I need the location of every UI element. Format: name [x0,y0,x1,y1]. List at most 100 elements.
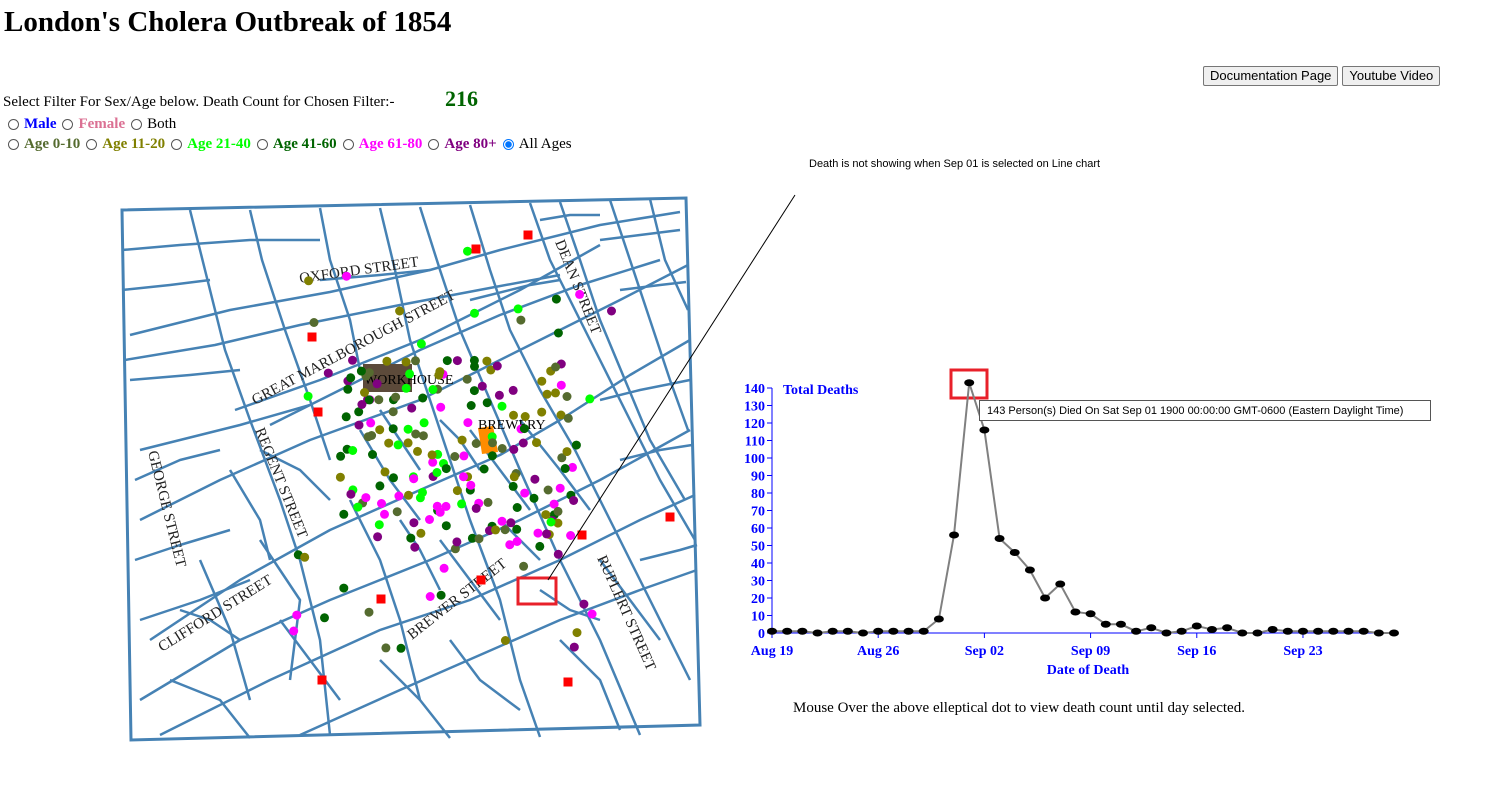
death-marker[interactable] [441,521,451,531]
death-marker[interactable] [482,356,492,366]
death-marker[interactable] [500,636,510,645]
death-marker[interactable] [341,412,351,422]
death-marker[interactable] [488,438,497,448]
death-marker[interactable] [512,524,522,534]
death-marker[interactable] [416,528,426,538]
death-marker[interactable] [342,271,351,281]
death-marker[interactable] [479,464,489,474]
death-marker[interactable] [419,418,429,428]
death-marker[interactable] [346,373,356,383]
death-marker[interactable] [543,485,553,495]
death-marker[interactable] [372,379,382,389]
death-marker[interactable] [457,499,467,509]
death-marker[interactable] [382,356,392,366]
documentation-button[interactable]: Documentation Page [1203,66,1339,86]
death-marker[interactable] [441,464,451,474]
death-marker[interactable] [356,366,366,376]
death-marker[interactable] [289,626,299,636]
death-marker[interactable] [497,401,507,411]
death-marker[interactable] [428,385,438,394]
death-marker[interactable] [571,440,581,450]
age-option-age-21-40[interactable]: Age 21-40 [171,136,251,153]
death-marker[interactable] [452,356,462,366]
death-marker[interactable] [339,583,349,593]
death-marker[interactable] [463,246,472,256]
radio-button[interactable] [8,119,19,130]
age-option-all-ages[interactable]: All Ages [502,136,572,153]
death-marker[interactable] [505,540,515,550]
death-marker[interactable] [375,425,385,435]
death-marker[interactable] [519,424,529,434]
youtube-button[interactable]: Youtube Video [1342,66,1441,86]
death-marker[interactable] [373,532,383,542]
death-marker[interactable] [469,386,479,396]
death-marker[interactable] [553,549,563,559]
sex-option-both[interactable]: Both [131,116,176,133]
death-marker[interactable] [563,413,573,423]
death-marker[interactable] [491,525,500,535]
death-marker[interactable] [551,294,561,304]
death-marker[interactable] [323,368,333,378]
death-marker[interactable] [384,438,394,448]
death-marker[interactable] [474,534,484,544]
death-marker[interactable] [428,457,438,467]
death-marker[interactable] [401,383,411,393]
death-marker[interactable] [413,446,422,456]
death-marker[interactable] [452,537,462,547]
radio-button[interactable] [8,139,19,150]
death-marker[interactable] [575,289,585,299]
death-marker[interactable] [469,355,479,365]
death-marker[interactable] [553,518,563,528]
death-marker[interactable] [487,451,497,461]
age-option-age-41-60[interactable]: Age 41-60 [256,136,337,153]
death-marker[interactable] [381,643,391,653]
death-marker[interactable] [520,488,530,498]
age-option-age-0-10[interactable]: Age 0-10 [8,136,80,153]
death-marker[interactable] [418,431,428,441]
death-marker[interactable] [509,410,518,420]
death-marker[interactable] [562,392,572,401]
death-marker[interactable] [553,506,563,516]
death-marker[interactable] [587,609,597,619]
death-marker[interactable] [466,401,476,410]
radio-button[interactable] [86,139,98,150]
death-marker[interactable] [566,531,576,540]
radio-button[interactable] [342,139,354,150]
death-marker[interactable] [516,315,526,325]
death-marker[interactable] [374,520,384,530]
death-marker[interactable] [348,355,357,365]
death-marker[interactable] [394,491,404,501]
death-marker[interactable] [542,529,552,539]
death-marker[interactable] [434,370,444,380]
death-marker[interactable] [500,525,510,535]
death-marker[interactable] [411,429,421,439]
death-marker[interactable] [403,438,413,448]
death-marker[interactable] [466,480,476,490]
death-marker[interactable] [450,452,460,461]
radio-button[interactable] [62,119,74,130]
death-marker[interactable] [409,474,419,484]
death-marker[interactable] [427,450,437,460]
death-marker[interactable] [357,400,367,409]
death-marker[interactable] [442,356,452,366]
age-option-age-80-[interactable]: Age 80+ [428,136,497,153]
death-marker[interactable] [364,395,374,405]
death-marker[interactable] [549,499,559,509]
death-marker[interactable] [380,509,389,519]
death-marker[interactable] [304,276,314,286]
death-marker[interactable] [401,357,411,367]
death-marker[interactable] [395,306,405,316]
death-marker[interactable] [450,544,460,554]
death-marker[interactable] [508,481,518,491]
death-marker[interactable] [368,450,377,459]
water-pump-marker[interactable] [313,407,323,417]
death-marker[interactable] [607,306,616,316]
death-marker[interactable] [425,592,435,601]
death-marker[interactable] [463,418,473,428]
death-marker[interactable] [486,365,496,375]
death-marker[interactable] [470,308,479,318]
death-marker[interactable] [459,451,469,461]
death-marker[interactable] [494,390,504,400]
death-marker[interactable] [403,424,413,434]
death-marker[interactable] [452,486,462,496]
